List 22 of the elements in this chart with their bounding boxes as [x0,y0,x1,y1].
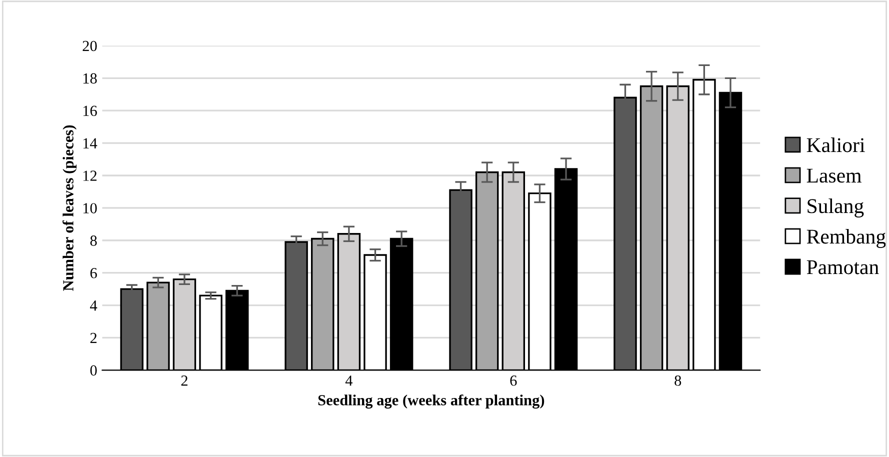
y-tick-label: 0 [90,365,97,376]
y-tick-label: 8 [90,236,97,246]
x-tick-label: 4 [345,376,353,386]
y-tick-label: 12 [83,170,97,181]
y-tick-label: 16 [83,106,97,116]
legend-label: Pamotan [806,260,879,274]
y-tick-label: 14 [83,138,98,148]
y-tick-label: 10 [83,203,97,214]
legend-label: Sulang [808,198,864,218]
legend-label: Rembang [806,229,886,248]
x-tick-label: 8 [674,375,682,386]
x-tick-label: 2 [181,376,188,386]
y-tick-label: 2 [90,332,97,344]
y-tick-label: 20 [82,40,97,52]
y-tick-label: 4 [90,300,98,311]
y-axis-title: Number of leaves (pieces) [62,125,77,291]
y-tick-label: 6 [90,268,97,278]
y-tick-label: 18 [83,73,97,84]
legend-label: Lasem [806,168,862,183]
legend-label: Kaliori [806,138,865,152]
x-axis-title: Seedling age (weeks after planting) [318,394,544,409]
x-tick-label: 6 [510,376,517,386]
